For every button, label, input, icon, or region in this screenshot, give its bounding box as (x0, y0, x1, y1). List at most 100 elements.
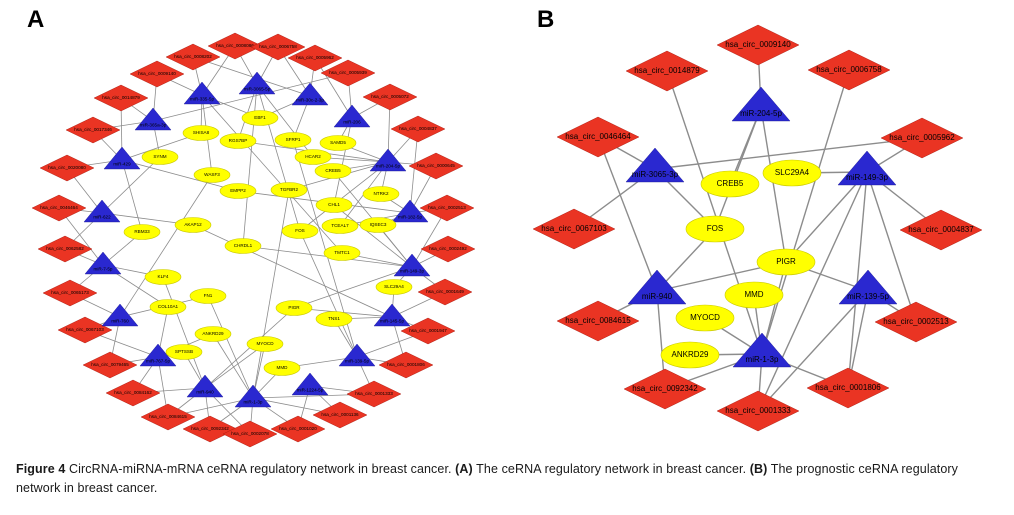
circrna-node (874, 301, 958, 343)
circrna-node (417, 278, 473, 306)
network-edge (207, 295, 254, 399)
circrna-node (408, 152, 464, 180)
mirna-node (186, 374, 224, 398)
mrna-node (323, 245, 361, 261)
network-edge (597, 136, 658, 292)
mirna-node (139, 343, 177, 367)
circrna-node (880, 117, 964, 159)
mrna-node (149, 299, 187, 315)
circrna-node (165, 43, 221, 71)
mrna-node (359, 217, 397, 233)
mrna-node (660, 341, 720, 369)
mrna-node (319, 135, 357, 151)
mrna-node (189, 288, 227, 304)
mrna-node (224, 238, 262, 254)
circrna-node (270, 415, 326, 443)
circrna-node (716, 24, 800, 66)
circrna-node (625, 50, 709, 92)
circrna-node (182, 415, 238, 443)
network-edge (847, 171, 868, 389)
circrna-node (400, 317, 456, 345)
mrna-node (270, 182, 308, 198)
mrna-node (123, 224, 161, 240)
mrna-node (219, 133, 257, 149)
mrna-node (685, 215, 745, 243)
circrna-node (807, 49, 891, 91)
circrna-node (42, 279, 98, 307)
network-edge (333, 117, 353, 206)
network-edge (252, 189, 290, 399)
mrna-node (700, 170, 760, 198)
figure-number: Figure 4 (16, 462, 66, 476)
network-edge (866, 171, 917, 323)
network-edge (757, 171, 868, 412)
mrna-node (362, 186, 400, 202)
circrna-node (556, 116, 640, 158)
network-edge (760, 107, 787, 263)
network-edge (152, 72, 349, 122)
network-edge (192, 56, 311, 97)
network-edge (761, 69, 850, 355)
network-edge (101, 156, 161, 214)
mirna-node (238, 71, 276, 95)
panel-b-label: B (537, 6, 555, 33)
circrna-node (806, 367, 890, 409)
mirna-node (393, 253, 431, 277)
mrna-node (194, 326, 232, 342)
caption-a-marker: (A) (455, 462, 473, 476)
circrna-node (65, 116, 121, 144)
circrna-node (419, 194, 475, 222)
mrna-node (375, 279, 413, 295)
cerna-network-svg: hsa_circ_0008086 hsa_circ_0006758hsa_circ… (31, 24, 983, 448)
mirna-node (291, 372, 329, 396)
circrna-node (140, 403, 196, 431)
network-edge (162, 276, 206, 389)
mrna-node (174, 217, 212, 233)
network-edge (121, 159, 143, 233)
circrna-node (37, 235, 93, 263)
mrna-node (274, 132, 312, 148)
circrna-node (623, 368, 707, 410)
mrna-node (182, 125, 220, 141)
mirna-node (84, 251, 122, 275)
mirna-node (134, 107, 172, 131)
circrna-node (362, 83, 418, 111)
mrna-node (141, 149, 179, 165)
figure-caption: Figure 4 CircRNA-miRNA-mRNA ceRNA regula… (16, 460, 998, 499)
circrna-node (346, 380, 402, 408)
network-edge (201, 94, 343, 254)
network-edge (757, 290, 869, 412)
mrna-node (315, 197, 353, 213)
mrna-node (241, 110, 279, 126)
circrna-node (82, 351, 138, 379)
circrna-node (57, 316, 113, 344)
mrna-node (193, 167, 231, 183)
mirna-node (338, 343, 376, 367)
mirna-node (391, 199, 429, 223)
circrna-node (320, 59, 376, 87)
circrna-node (287, 44, 343, 72)
mrna-node (263, 360, 301, 376)
circrna-node (93, 84, 149, 112)
circrna-node (31, 194, 87, 222)
network-edge (293, 266, 413, 309)
mirna-node (234, 384, 272, 408)
network-edge (192, 224, 393, 318)
mirna-node (732, 332, 792, 368)
network-edge (333, 204, 413, 268)
network-edge (121, 159, 239, 192)
mrna-node (675, 304, 735, 332)
mrna-node (314, 163, 352, 179)
mirna-node (838, 269, 898, 305)
circrna-node (222, 420, 278, 448)
circrna-node (899, 209, 983, 251)
mirna-node (731, 86, 791, 122)
caption-a-text: The ceRNA regulatory network in breast c… (472, 462, 750, 476)
mirna-node (369, 148, 407, 172)
circrna-node (556, 300, 640, 342)
mirna-node (83, 199, 121, 223)
mrna-node (756, 248, 816, 276)
network-edge (785, 171, 868, 263)
mirna-node (291, 82, 329, 106)
